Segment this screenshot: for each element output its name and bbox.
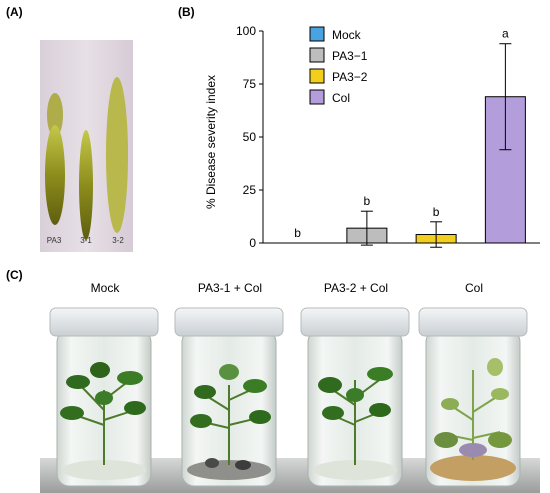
legend-swatch-0 — [309, 26, 325, 42]
jar-caption-col: Col — [464, 281, 483, 295]
panel-c-label: (C) — [6, 268, 23, 282]
y-tick-label-75: 75 — [243, 77, 257, 91]
legend-swatch-1 — [309, 47, 325, 63]
y-tick-label-25: 25 — [243, 183, 257, 197]
disease-severity-chart: 0 25 50 75 100 b b b a Mock PA3−1 PA3−2 Col % Dise… — [204, 24, 540, 250]
jars-photo — [40, 307, 540, 493]
legend-label-0: Mock — [332, 28, 362, 42]
jar-caption-mock: Mock — [90, 281, 120, 295]
tlc-lane-2-spot — [79, 130, 93, 240]
legend-swatch-3 — [309, 89, 325, 105]
legend-label-2: PA3−2 — [332, 70, 368, 84]
y-tick-label-50: 50 — [243, 130, 257, 144]
y-tick-label-100: 100 — [236, 24, 256, 38]
tlc-lane-1-lower-spot — [45, 125, 65, 225]
jar-pa3-1-col — [174, 307, 284, 487]
significance-label-col: a — [502, 27, 509, 41]
jar-caption-pa3-2-col: PA3-2 + Col — [323, 281, 389, 295]
tlc-lane-3-spot — [106, 77, 128, 233]
tlc-plate-image: PA3 3-1 3-2 — [40, 40, 133, 252]
legend-label-3: Col — [332, 91, 350, 105]
panel-b-label: (B) — [178, 5, 195, 19]
tlc-lane-label-2: 3-1 — [80, 236, 92, 245]
y-tick-label-0: 0 — [249, 236, 256, 250]
significance-label-pa3-1: b — [364, 194, 371, 208]
significance-label-mock: b — [294, 226, 301, 240]
jar-col — [418, 307, 528, 487]
tlc-lane-label-1: PA3 — [47, 236, 62, 245]
jar-caption-pa3-1-col: PA3-1 + Col — [197, 281, 263, 295]
tlc-lane-label-3: 3-2 — [112, 236, 124, 245]
significance-label-pa3-2: b — [433, 205, 440, 219]
tlc-lane-1-upper-spot — [47, 93, 63, 137]
jar-pa3-2-col — [300, 307, 410, 487]
legend-swatch-2 — [309, 68, 325, 84]
panel-a-label: (A) — [6, 5, 23, 19]
y-axis-label: % Disease severity index — [204, 75, 218, 209]
jar-mock — [49, 307, 159, 487]
legend-label-1: PA3−1 — [332, 49, 368, 63]
